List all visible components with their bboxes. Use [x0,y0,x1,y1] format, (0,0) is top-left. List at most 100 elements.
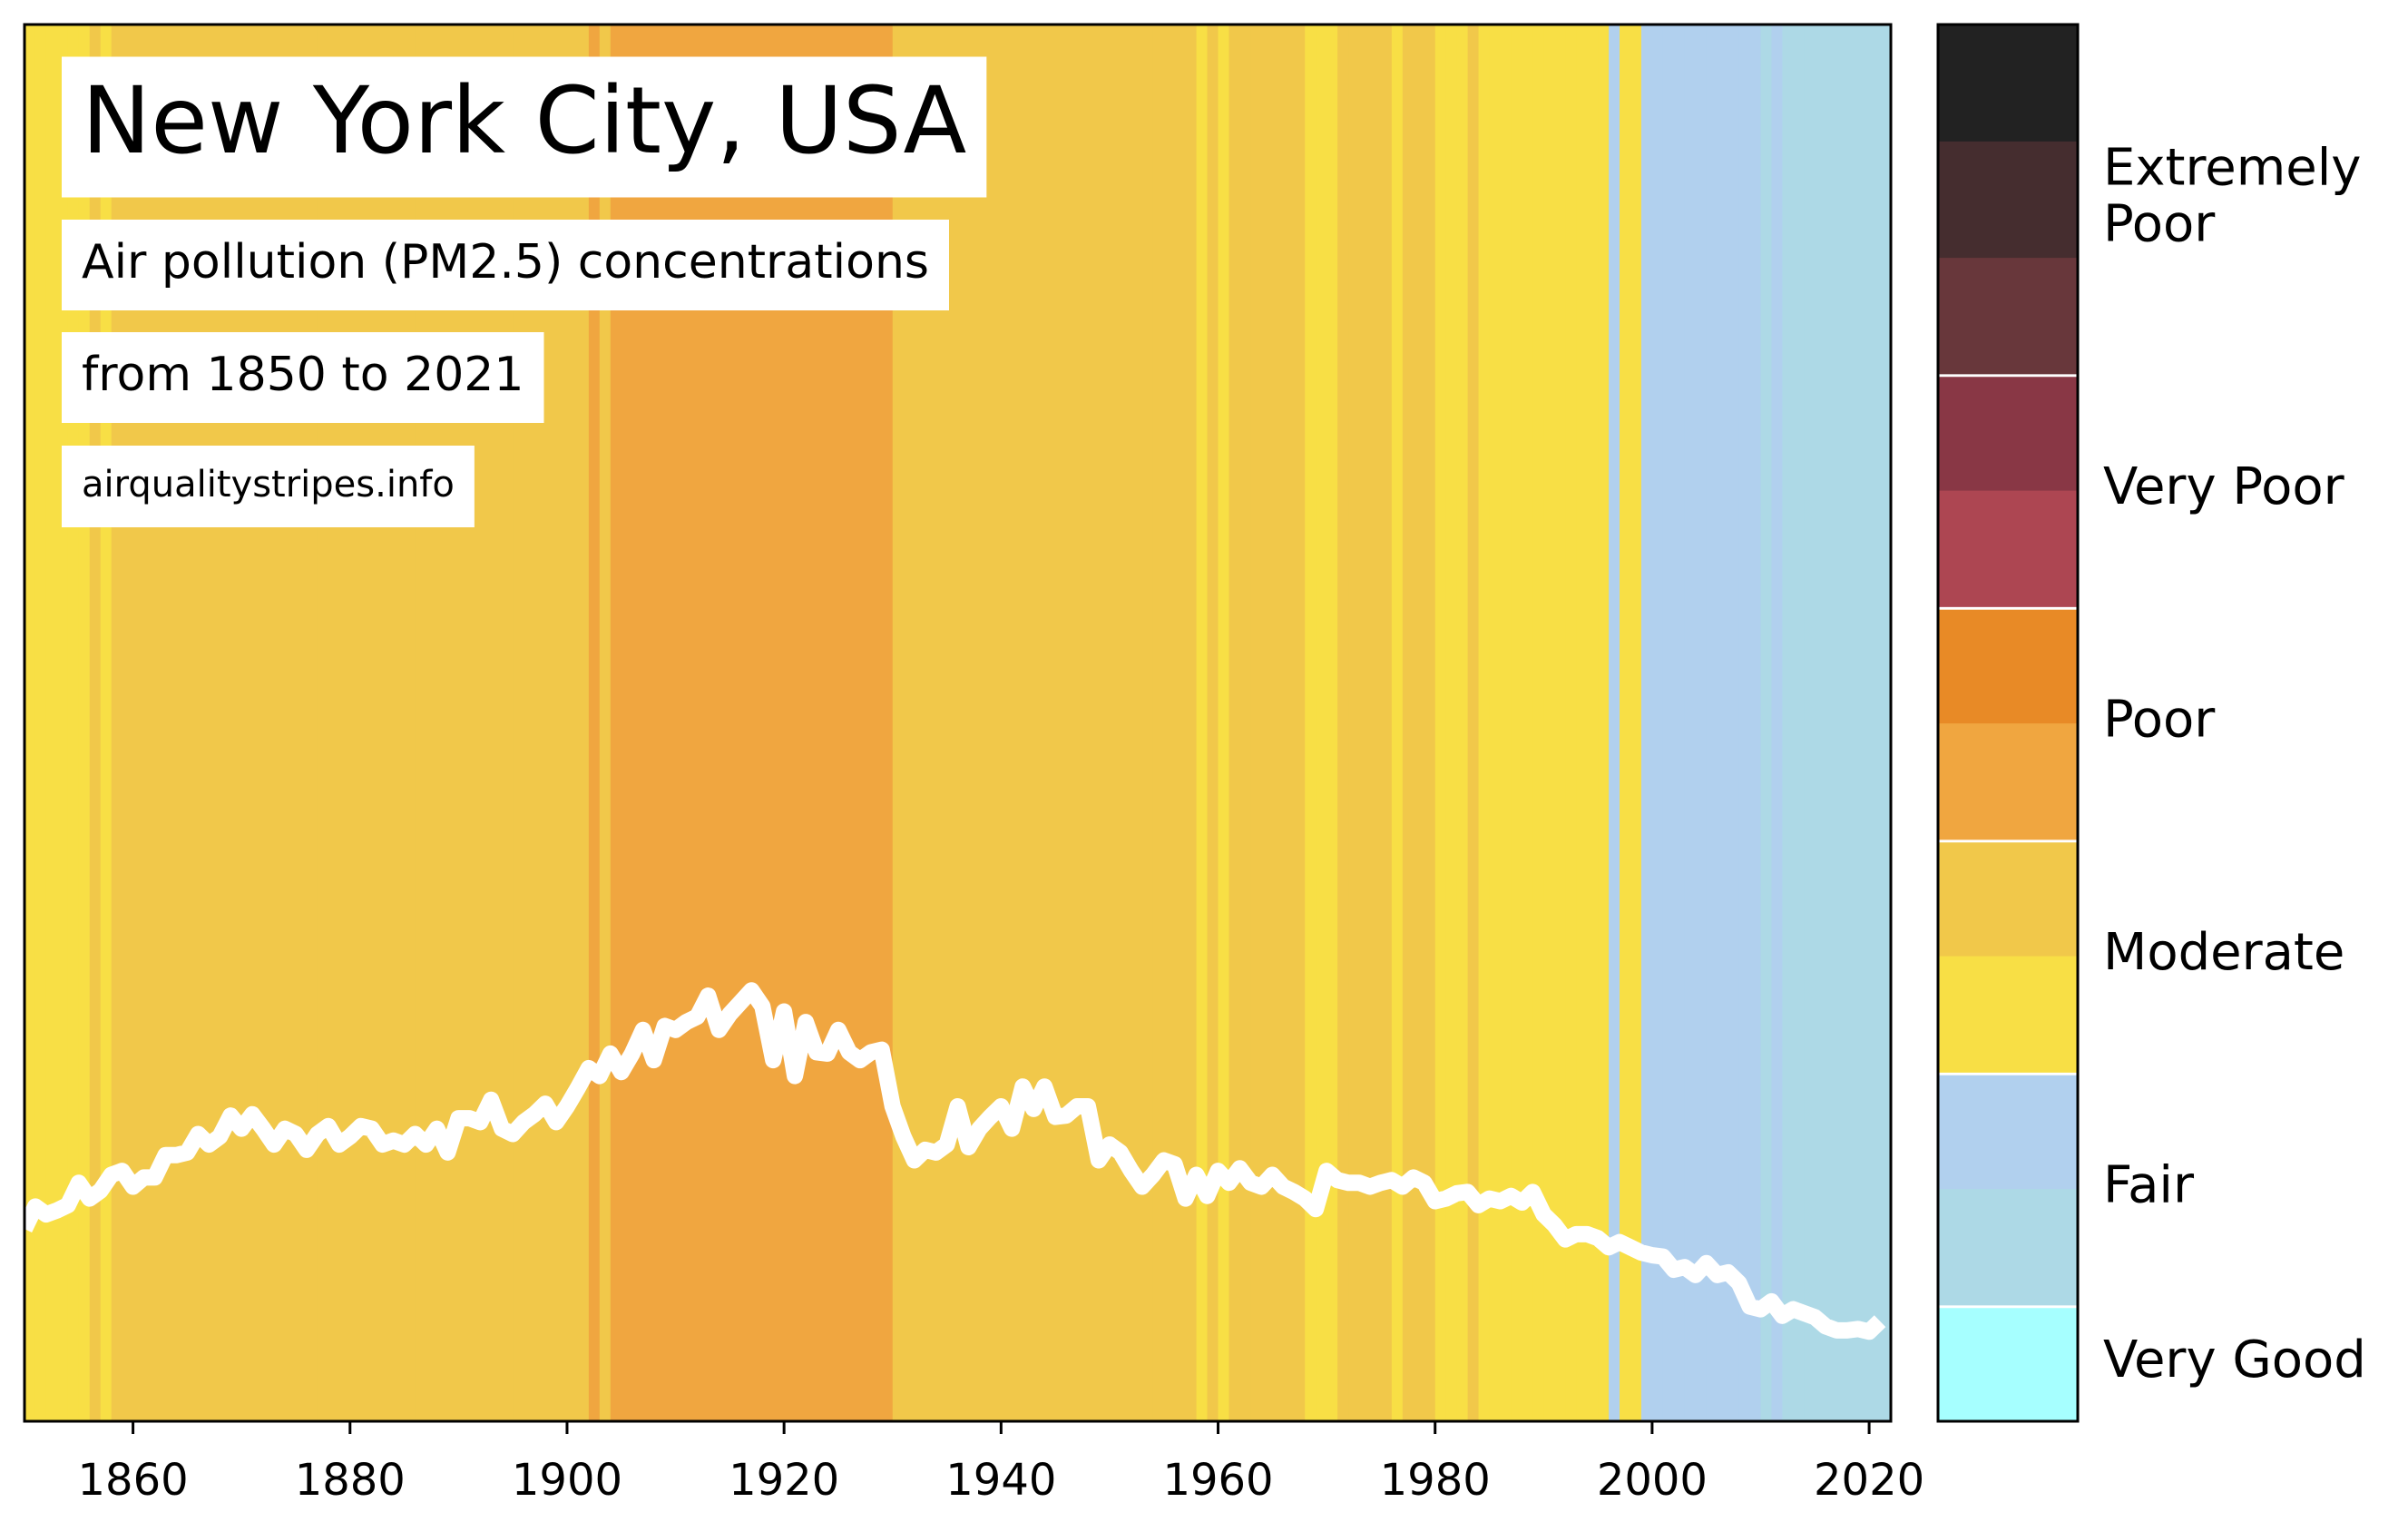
chart-subtitle-2: from 1850 to 2021 [82,348,524,402]
stripe [719,25,730,1421]
stripe [1511,25,1522,1421]
stripe [1294,25,1306,1421]
stripe [914,25,926,1421]
chart-title-box: New York City, USA [62,56,987,198]
stripe [556,25,568,1421]
stripe [817,25,828,1421]
colorbar-segment [1938,141,2078,259]
stripe [1880,25,1892,1421]
stripe [1326,25,1338,1421]
stripe [1001,25,1013,1421]
stripe [729,25,741,1421]
colorbar-segment [1938,1072,2078,1190]
stripe [1218,25,1230,1421]
stripe [1272,25,1284,1421]
stripe [1651,25,1664,1421]
colorbar-label: Very Good [2103,1331,2366,1389]
x-tick-label: 1900 [512,1455,622,1506]
stripe [1445,25,1458,1421]
stripe [1695,25,1708,1421]
stripe [1174,25,1187,1421]
colorbar-segment [1938,839,2078,957]
chart-subtitle-2-box: from 1850 to 2021 [62,332,544,423]
stripe [686,25,699,1421]
colorbar-label: Moderate [2103,923,2344,982]
colorbar-segment [1938,606,2078,724]
stripe [1782,25,1794,1421]
stripe [859,25,872,1421]
stripe [1391,25,1404,1421]
stripe [1228,25,1241,1421]
stripe [1131,25,1143,1421]
colorbar-frame [1936,23,2080,1423]
stripe [1836,25,1848,1421]
stripe [45,25,58,1421]
pollution-line [16,982,1886,1340]
stripe [1337,25,1349,1421]
stripe [1033,25,1045,1421]
stripe [1609,25,1620,1421]
colorbar-segment [1938,956,2078,1073]
x-tick-label: 1960 [1162,1455,1273,1506]
stripe [675,25,688,1421]
stripe [1348,25,1360,1421]
stripe [24,25,36,1421]
stripe [566,25,579,1421]
stripe [1250,25,1262,1421]
stripe [1369,25,1382,1421]
colorbar-label: Poor [2103,691,2216,750]
colorbar-label: Poor [2103,195,2216,254]
x-tick-label: 1940 [945,1455,1056,1506]
stripe [1522,25,1533,1421]
stripe [1554,25,1566,1421]
stripe [1023,25,1034,1421]
stripe [1283,25,1295,1421]
colorbar-label: Very Poor [2103,457,2345,516]
stripe [1207,25,1219,1421]
stripe [1402,25,1414,1421]
stripe [1576,25,1588,1421]
source-label: airqualitystripes.info [82,464,455,506]
colorbar-segment [1938,490,2078,607]
stripe [1500,25,1512,1421]
stripe [1728,25,1740,1421]
source-label-box: airqualitystripes.info [62,446,475,527]
stripe [1869,25,1881,1421]
stripe [631,25,644,1421]
stripe [1088,25,1100,1421]
colorbar-label: Extremely [2103,139,2361,198]
colorbar-segment [1938,257,2078,375]
stripe [1305,25,1317,1421]
x-tick-label: 1880 [295,1455,406,1506]
stripe [1793,25,1805,1421]
stripe [806,25,817,1421]
stripe [1456,25,1469,1421]
stripe [642,25,655,1421]
stripe [708,25,719,1421]
stripe [1565,25,1577,1421]
stripe [968,25,981,1421]
stripe [957,25,970,1421]
colorbar-segment [1938,1188,2078,1306]
stripe [1316,25,1327,1421]
stripe [1489,25,1502,1421]
stripe [1543,25,1555,1421]
chart-title-background [62,56,987,198]
stripe [1044,25,1056,1421]
stripe [1066,25,1078,1421]
stripe [1358,25,1371,1421]
stripe [1380,25,1393,1421]
stripe [1109,25,1121,1421]
stripe [1141,25,1154,1421]
stripe [751,25,763,1421]
stripe [1424,25,1436,1421]
stripe [34,25,47,1421]
colorbar-label: Fair [2103,1156,2195,1215]
stripe [762,25,774,1421]
stripe [1413,25,1425,1421]
chart-subtitle-background [62,220,949,310]
x-tick-label: 2000 [1597,1455,1708,1506]
stripe [1163,25,1176,1421]
